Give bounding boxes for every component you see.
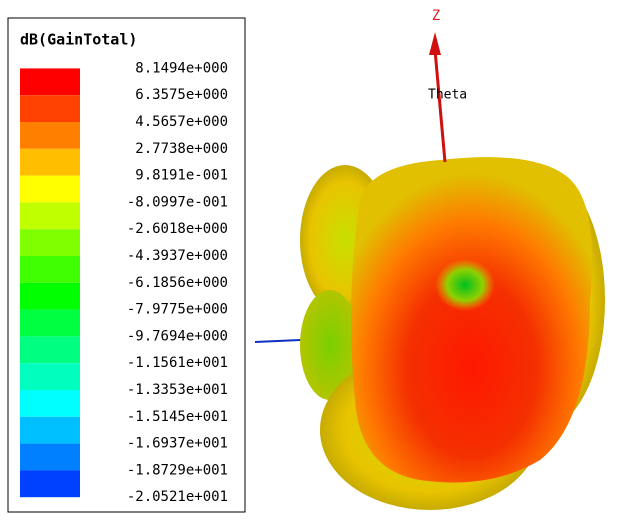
legend-swatch [20, 149, 80, 176]
legend-label: -1.1561e+001 [127, 355, 228, 371]
screen: dB(GainTotal) 8.1494e+000 6.3575e+000 4.56… [0, 0, 622, 525]
legend-label: 9.8191e-001 [135, 168, 228, 184]
legend-label: 8.1494e+000 [135, 60, 228, 76]
legend-swatch [20, 256, 80, 283]
z-axis-label: Z [432, 8, 440, 24]
legend-swatch [20, 310, 80, 337]
legend-swatch [20, 68, 80, 95]
legend-label: -1.6937e+001 [127, 436, 228, 452]
legend-label: -7.9775e+000 [127, 302, 228, 318]
legend-swatch [20, 336, 80, 363]
legend-label: -9.7694e+000 [127, 328, 228, 344]
legend-swatch [20, 417, 80, 444]
legend-swatch [20, 444, 80, 471]
z-axis-arrow [429, 32, 441, 55]
legend-label: -1.5145e+001 [127, 409, 228, 425]
legend-swatch [20, 176, 80, 203]
legend-swatch [20, 122, 80, 149]
legend-swatch [20, 363, 80, 390]
legend-label: -1.8729e+001 [127, 462, 228, 478]
legend-label: 2.7738e+000 [135, 141, 228, 157]
legend-label: 4.5657e+000 [135, 114, 228, 130]
main-lobe [351, 157, 592, 482]
legend-label: -6.1856e+000 [127, 275, 228, 291]
null-dimple [435, 259, 495, 311]
legend-swatch [20, 202, 80, 229]
legend-label: -2.6018e+000 [127, 221, 228, 237]
legend-label: -8.0997e-001 [127, 194, 228, 210]
legend-swatch [20, 390, 80, 417]
legend-label: -4.3937e+000 [127, 248, 228, 264]
legend-swatch [20, 229, 80, 256]
legend-label: -2.0521e+001 [127, 489, 228, 505]
theta-label: Theta [428, 88, 467, 103]
legend: dB(GainTotal) 8.1494e+000 6.3575e+000 4.56… [8, 18, 245, 512]
legend-swatch [20, 95, 80, 122]
legend-label: 6.3575e+000 [135, 87, 228, 103]
legend-swatch [20, 283, 80, 310]
radiation-pattern: Z Theta [255, 8, 605, 510]
legend-swatch [20, 470, 80, 497]
legend-title: dB(GainTotal) [20, 31, 137, 49]
legend-label: -1.3353e+001 [127, 382, 228, 398]
z-axis-line [435, 50, 445, 162]
